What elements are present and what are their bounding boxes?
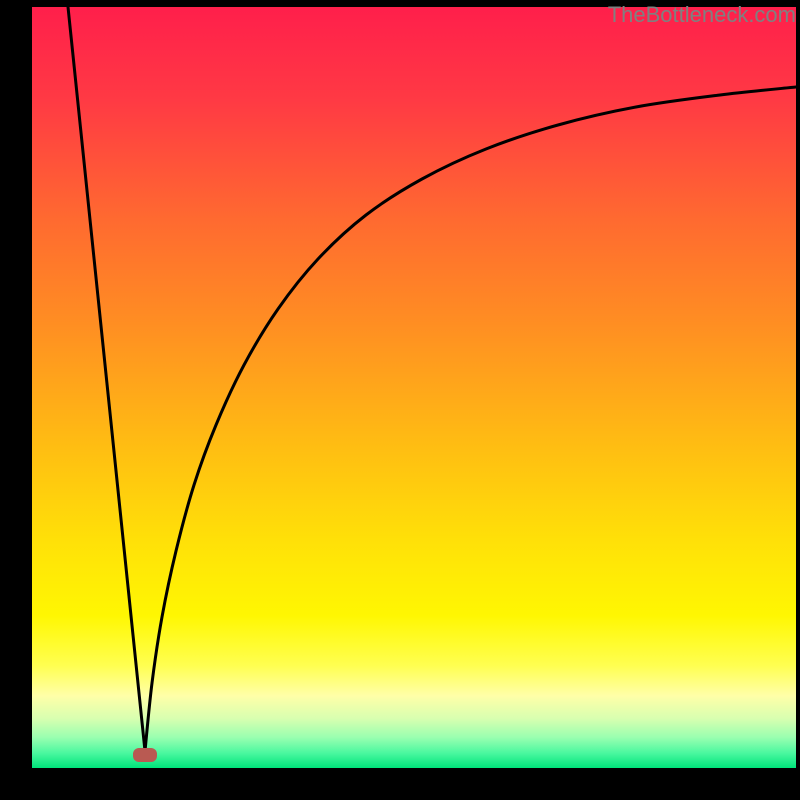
chart-svg	[32, 7, 796, 768]
cusp-marker	[133, 748, 157, 762]
chart-plot-area	[32, 7, 796, 768]
gradient-background	[32, 7, 796, 768]
watermark-text: TheBottleneck.com	[608, 2, 796, 28]
